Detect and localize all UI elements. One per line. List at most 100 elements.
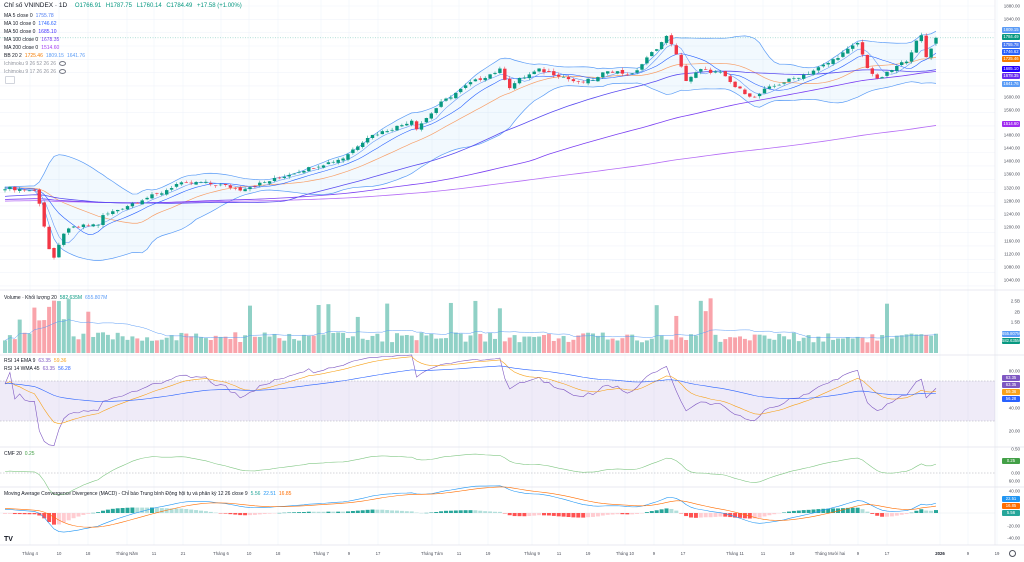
candle[interactable] — [934, 36, 938, 46]
settings-gear-icon[interactable] — [1009, 550, 1016, 557]
legend-volume[interactable]: Volume · Khối lượng 20 582.635M 655.807M — [4, 294, 110, 302]
candle[interactable] — [218, 183, 223, 187]
candle[interactable] — [880, 76, 884, 79]
candle[interactable] — [576, 80, 580, 85]
candle[interactable] — [846, 46, 850, 54]
candle[interactable] — [865, 54, 870, 69]
candle[interactable] — [787, 78, 791, 83]
candle[interactable] — [659, 41, 664, 50]
candle[interactable] — [346, 152, 350, 162]
candle[interactable] — [522, 75, 527, 80]
candle[interactable] — [792, 76, 796, 81]
candle[interactable] — [924, 33, 928, 58]
candle[interactable] — [307, 166, 311, 172]
candle[interactable] — [424, 117, 429, 124]
candle[interactable] — [8, 186, 12, 192]
candle[interactable] — [326, 159, 331, 165]
candle[interactable] — [22, 188, 27, 192]
candle[interactable] — [645, 55, 649, 66]
candle[interactable] — [904, 60, 909, 65]
candle[interactable] — [62, 233, 66, 247]
candle[interactable] — [351, 147, 355, 155]
legend-ma5[interactable]: MA 5 close 0 1755.78 — [4, 12, 57, 20]
candle[interactable] — [512, 81, 517, 90]
hidden-eye-icon[interactable] — [58, 61, 66, 67]
candle[interactable] — [184, 180, 188, 183]
candle[interactable] — [174, 182, 179, 189]
candle[interactable] — [757, 92, 762, 99]
candle[interactable] — [248, 186, 252, 192]
candle[interactable] — [591, 77, 595, 81]
candle[interactable] — [728, 74, 732, 84]
candle[interactable] — [96, 223, 100, 228]
candle[interactable] — [414, 120, 419, 131]
symbol-title[interactable]: Chỉ số VNINDEX · 1D — [4, 2, 68, 9]
candle[interactable] — [561, 74, 566, 78]
candle[interactable] — [272, 175, 277, 183]
candle[interactable] — [762, 86, 767, 94]
candle[interactable] — [547, 68, 551, 73]
candle[interactable] — [704, 66, 708, 70]
candle[interactable] — [851, 43, 855, 52]
candle[interactable] — [493, 71, 497, 76]
candle[interactable] — [263, 180, 267, 184]
candle[interactable] — [782, 82, 786, 86]
candle[interactable] — [253, 185, 257, 189]
candle[interactable] — [3, 186, 7, 193]
candle[interactable] — [125, 204, 130, 211]
candle[interactable] — [287, 172, 291, 179]
candle[interactable] — [405, 121, 409, 127]
candle[interactable] — [900, 60, 904, 67]
candle[interactable] — [606, 71, 610, 76]
candle[interactable] — [855, 42, 860, 47]
candle[interactable] — [517, 77, 522, 85]
collapse-legend-button[interactable] — [5, 76, 15, 84]
candle[interactable] — [86, 223, 90, 227]
candle[interactable] — [454, 92, 458, 99]
candle[interactable] — [429, 112, 433, 120]
candle[interactable] — [336, 158, 340, 165]
candle[interactable] — [380, 129, 384, 135]
candle[interactable] — [836, 55, 840, 62]
legend-ma200[interactable]: MA 200 close 0 1514.60 — [4, 44, 62, 52]
candle[interactable] — [370, 134, 375, 140]
candle[interactable] — [390, 127, 394, 133]
candle[interactable] — [508, 76, 512, 90]
legend-ma100[interactable]: MA 100 close 0 1678.35 — [4, 36, 62, 44]
candle[interactable] — [718, 69, 723, 74]
candle[interactable] — [527, 72, 531, 80]
candle[interactable] — [468, 79, 473, 87]
legend-bb[interactable]: BB 20 2 1725.46 1809.15 1641.76 — [4, 52, 88, 60]
candle[interactable] — [571, 77, 576, 83]
candle[interactable] — [356, 145, 360, 152]
candle[interactable] — [111, 209, 115, 216]
candle[interactable] — [120, 208, 125, 211]
candle[interactable] — [748, 93, 752, 98]
candle[interactable] — [797, 77, 801, 81]
candle[interactable] — [267, 181, 272, 186]
candle[interactable] — [640, 63, 644, 72]
candle[interactable] — [140, 199, 144, 205]
candle[interactable] — [204, 179, 208, 184]
candle[interactable] — [566, 75, 571, 82]
candle[interactable] — [145, 196, 149, 201]
legend-cmf[interactable]: CMF 20 0.25 — [4, 450, 38, 458]
candle[interactable] — [738, 85, 742, 90]
candle[interactable] — [875, 73, 879, 80]
candle[interactable] — [655, 48, 659, 52]
candle[interactable] — [929, 48, 933, 61]
candle[interactable] — [101, 213, 105, 228]
candle[interactable] — [684, 63, 688, 82]
candle[interactable] — [552, 68, 556, 78]
candle[interactable] — [532, 69, 536, 75]
candle[interactable] — [375, 132, 380, 137]
candle[interactable] — [209, 180, 213, 187]
candle[interactable] — [542, 67, 546, 75]
candle[interactable] — [385, 129, 389, 133]
candle[interactable] — [610, 70, 615, 73]
hidden-eye-icon[interactable] — [58, 69, 66, 75]
candle[interactable] — [223, 183, 228, 187]
candle[interactable] — [708, 67, 713, 75]
candle[interactable] — [395, 125, 399, 131]
